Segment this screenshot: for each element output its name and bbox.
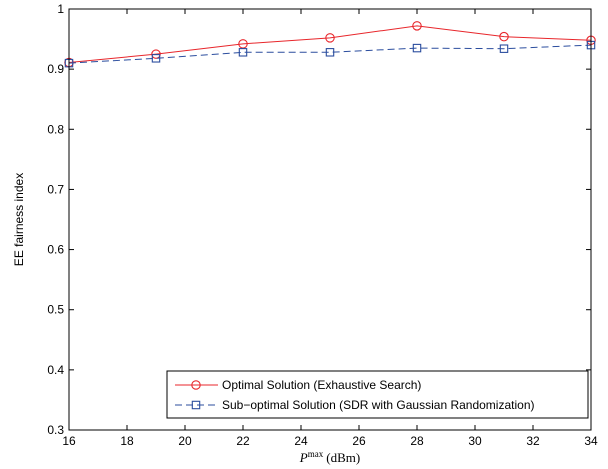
legend-marker — [191, 380, 201, 390]
y-axis-label: EE fairness index — [12, 173, 26, 266]
data-point — [325, 33, 335, 43]
data-point — [412, 21, 422, 31]
data-point — [499, 44, 509, 53]
x-tick-label: 20 — [178, 434, 192, 448]
legend-entry: Optimal Solution (Exhaustive Search) — [175, 378, 421, 392]
data-point — [238, 48, 248, 57]
x-tick-label: 28 — [410, 434, 424, 448]
series-1 — [64, 21, 596, 68]
x-tick-label: 26 — [352, 434, 366, 448]
y-tick-label: 0.9 — [47, 62, 64, 76]
y-tick-label: 0.8 — [47, 122, 64, 136]
legend-label: Optimal Solution (Exhaustive Search) — [222, 378, 421, 392]
x-axis-label-symbol: P — [299, 450, 308, 465]
y-tick-label: 0.5 — [47, 303, 64, 317]
x-tick-label: 22 — [236, 434, 250, 448]
data-point — [151, 54, 161, 63]
legend-marker — [191, 400, 201, 410]
series-line — [68, 25, 592, 64]
y-tick-label: 0.4 — [47, 363, 64, 377]
series-layer — [64, 21, 596, 68]
data-point — [499, 31, 509, 42]
legend-box — [166, 370, 589, 419]
legend-entry: Sub−optimal Solution (SDR with Gaussian … — [175, 398, 535, 412]
x-tick-label: 16 — [62, 434, 76, 448]
plot-frame — [68, 8, 592, 431]
legend: Optimal Solution (Exhaustive Search) Sub−… — [166, 370, 589, 419]
x-tick-label: 34 — [584, 434, 598, 448]
x-tick-label: 24 — [294, 434, 308, 448]
axis-ticks: 16 18 20 22 24 26 28 30 32 34 0.3 0.4 0.5 0.6 0.7 0.8 0.… — [47, 2, 598, 448]
series-2 — [64, 40, 596, 68]
legend-label: Sub−optimal Solution (SDR with Gaussian … — [222, 398, 535, 412]
x-axis-label-unit: (dBm) — [326, 450, 360, 465]
x-tick-label: 30 — [468, 434, 482, 448]
y-tick-label: 0.7 — [47, 182, 64, 196]
y-tick-label: 0.6 — [47, 243, 64, 257]
x-axis-label: Pmax (dBm) — [299, 449, 360, 465]
data-point — [325, 48, 335, 57]
x-axis-label-superscript: max — [308, 449, 324, 459]
x-tick-label: 18 — [120, 434, 134, 448]
series-line — [68, 44, 592, 64]
data-point — [412, 43, 422, 53]
y-tick-label: 0.3 — [47, 423, 64, 437]
x-tick-label: 32 — [526, 434, 540, 448]
y-tick-label: 1 — [57, 2, 64, 16]
